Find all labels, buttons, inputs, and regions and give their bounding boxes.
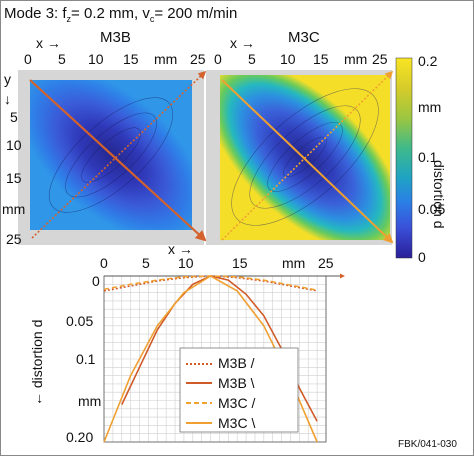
map-y-tick-5: 5	[10, 109, 18, 125]
m3b-x-axis-label: x →	[36, 35, 61, 51]
map-y-axis-arrow: ↓	[4, 91, 11, 107]
m3c-x-tick-5: 5	[248, 51, 256, 67]
m3c-x-tick-25: 25	[372, 51, 388, 67]
legend-label-m3b-slash: M3B /	[218, 355, 255, 371]
profile-x-tick-10: 10	[178, 255, 194, 271]
map-y-tick-10: 10	[6, 137, 22, 153]
colorbar-label: distortion d	[431, 160, 447, 229]
map-y-axis-label: y	[4, 71, 11, 87]
colorbar-tick-mm: mm	[418, 99, 442, 115]
m3b-diagonal-backslash	[29, 79, 207, 242]
m3b-x-tick-5: 5	[58, 51, 66, 67]
m3c-diagonal-backslash	[221, 79, 394, 244]
profile-x-tick-15: 15	[232, 255, 248, 271]
legend-label-m3c-slash: M3C /	[218, 395, 256, 411]
figure-id: FBK/041-030	[398, 439, 457, 450]
profile-y-tick-mm: mm	[78, 393, 102, 409]
m3b-x-tick-0: 0	[24, 51, 32, 67]
colorbar-tick-0-1: 0.1	[418, 149, 438, 165]
m3b-title: M3B	[100, 29, 131, 46]
legend-box	[179, 347, 299, 433]
fz-value: = 0.2 mm, v	[71, 5, 150, 22]
m3c-x-tick-0: 0	[214, 51, 222, 67]
m3b-x-tick-25: 25	[190, 51, 206, 67]
mode-label: Mode 3:	[4, 5, 59, 22]
vc-value: = 200 m/min	[154, 5, 238, 22]
profile-y-label: ← distortion d	[29, 319, 45, 406]
colorbar	[395, 57, 413, 259]
map-y-tick-25: 25	[6, 231, 22, 247]
profile-x-tick-25: 25	[318, 255, 334, 271]
m3c-x-tick-mm: mm	[344, 51, 368, 67]
vc-subscript: c	[149, 14, 155, 24]
legend-label-m3c-backslash: M3C \	[218, 415, 256, 431]
profile-x-tick-5: 5	[142, 255, 150, 271]
legend-label-m3b-backslash: M3B \	[218, 375, 255, 391]
fz-symbol: f	[62, 5, 67, 22]
profile-y-tick-0-20: 0.20	[66, 429, 94, 445]
profile-y-tick-0-05: 0.05	[66, 313, 94, 329]
m3c-x-axis-label: x →	[230, 35, 255, 51]
m3c-x-tick-10: 10	[280, 51, 296, 67]
profile-x-tick-mm: mm	[282, 255, 306, 271]
profile-y-tick-0: 0	[92, 273, 100, 289]
profile-x-tick-0: 0	[100, 255, 108, 271]
colorbar-tick-0: 0	[418, 249, 426, 265]
map-x-axis-label-bottom: x →	[168, 241, 193, 257]
m3c-title: M3C	[288, 29, 320, 46]
colorbar-tick-0-2: 0.2	[418, 53, 438, 69]
profile-y-tick-0-1: 0.1	[76, 351, 96, 367]
colorbar-tick-0-05: 0.05	[418, 201, 446, 217]
profile-series-0	[103, 275, 318, 292]
figure-header: Mode 3: fz= 0.2 mm, vc= 200 m/min	[4, 6, 237, 24]
m3b-x-tick-10: 10	[88, 51, 104, 67]
map-y-tick-mm: mm	[2, 201, 26, 217]
m3b-x-tick-15: 15	[123, 51, 139, 67]
m3c-x-tick-15: 15	[313, 51, 329, 67]
fz-subscript: z	[66, 14, 72, 24]
m3b-x-tick-mm: mm	[154, 51, 178, 67]
map-y-tick-15: 15	[6, 170, 22, 186]
